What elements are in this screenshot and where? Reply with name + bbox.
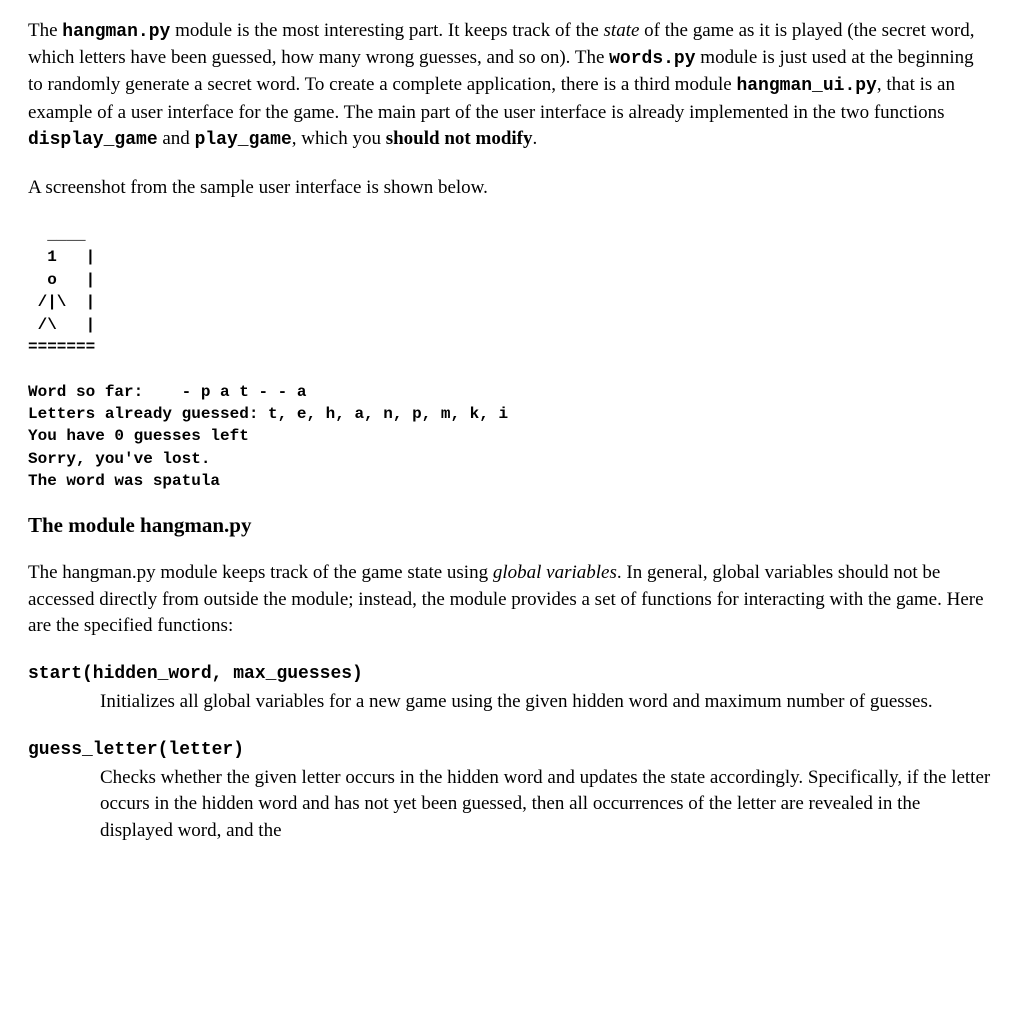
function-signature: start(hidden_word, max_guesses) (28, 662, 991, 687)
function-description: Initializes all global variables for a n… (100, 689, 991, 716)
function-signature: guess_letter(letter) (28, 738, 991, 763)
code-hangman-ui-py: hangman_ui.py (736, 76, 876, 96)
text: The hangman.py module keeps track of the… (28, 562, 493, 583)
italic-state: state (604, 20, 640, 41)
italic-global-variables: global variables (493, 562, 617, 583)
text: . (533, 128, 538, 149)
code-hangman-py: hangman.py (62, 22, 170, 42)
text: , which you (292, 128, 386, 149)
text: and (158, 128, 195, 149)
bold-should-not-modify: should not modify (386, 128, 533, 149)
function-description: Checks whether the given letter occurs i… (100, 765, 991, 845)
text: module is the most interesting part. It … (170, 20, 603, 41)
screenshot-caption: A screenshot from the sample user interf… (28, 175, 991, 202)
function-guess-letter: guess_letter(letter) Checks whether the … (28, 738, 991, 845)
ui-sample-output: ____ 1 | o | /|\ | /\ | ======= Word so … (28, 224, 991, 493)
code-play-game: play_game (195, 130, 292, 150)
module-description-paragraph: The hangman.py module keeps track of the… (28, 560, 991, 640)
section-heading: The module hangman.py (28, 511, 991, 540)
function-start: start(hidden_word, max_guesses) Initiali… (28, 662, 991, 716)
code-display-game: display_game (28, 130, 158, 150)
text: The (28, 20, 62, 41)
intro-paragraph: The hangman.py module is the most intere… (28, 18, 991, 153)
code-words-py: words.py (609, 49, 695, 69)
